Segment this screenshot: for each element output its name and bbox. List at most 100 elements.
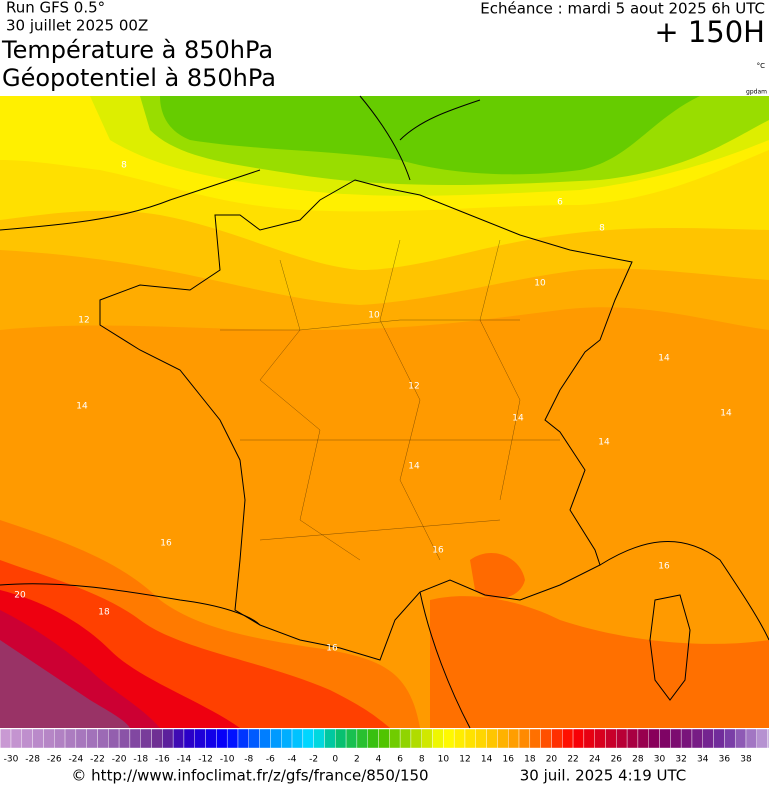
contour-label: 14 — [598, 438, 610, 448]
contour-label: 16 — [432, 546, 444, 556]
band-26 — [0, 640, 130, 728]
scale-cell — [97, 728, 109, 749]
scale-cell — [572, 728, 585, 749]
scale-cell — [486, 728, 498, 749]
scale-label: 30 — [654, 755, 666, 765]
contour-label: 16 — [658, 562, 670, 572]
scale-cell — [518, 728, 531, 749]
scale-cell — [637, 728, 649, 749]
scale-cell — [648, 728, 660, 749]
scale-cell — [21, 728, 33, 749]
scale-cell — [691, 728, 703, 749]
scale-cell — [75, 728, 87, 749]
scale-cell — [151, 728, 163, 749]
generated: 30 juil. 2025 4:19 UTC — [520, 767, 687, 785]
scale-cell — [226, 728, 239, 749]
contour-label: 12 — [78, 316, 89, 326]
scale-cell — [626, 728, 639, 749]
scale-cell — [724, 728, 736, 749]
scale-cell — [248, 728, 260, 749]
title: Température à 850hPa — [1, 36, 273, 64]
scale-cell — [464, 728, 476, 749]
scale-label: 8 — [419, 755, 425, 765]
boundaries — [0, 95, 769, 729]
scale-cell — [497, 728, 509, 749]
scale-cell — [118, 728, 131, 749]
scale-label: 32 — [675, 755, 686, 765]
scale-label: 0 — [332, 755, 338, 765]
scale-cell — [205, 728, 217, 749]
scale-label: 6 — [397, 755, 403, 765]
scale-label: -2 — [309, 755, 318, 765]
scale-cell — [399, 728, 412, 749]
scale-label: 12 — [459, 755, 470, 765]
contour-label: 8 — [599, 224, 605, 234]
scale-cell — [551, 728, 563, 749]
scale-cell — [583, 728, 595, 749]
contour-label: 10 — [368, 311, 380, 321]
scale-cell — [659, 728, 671, 749]
contour-label: 20 — [14, 591, 26, 601]
scale-cell — [335, 728, 347, 749]
scale-cell — [680, 728, 693, 749]
contour-label: 12 — [408, 382, 419, 392]
scale-cell — [389, 728, 401, 749]
scale-label: -4 — [288, 755, 297, 765]
scale-cell — [216, 728, 228, 749]
scale-label: 18 — [524, 755, 536, 765]
scale-cell — [713, 728, 725, 749]
contour-label: 14 — [408, 462, 420, 472]
scale-cell — [162, 728, 174, 749]
band-med — [430, 596, 769, 728]
lead-time: + 150H — [654, 15, 765, 49]
scale-cell — [562, 728, 574, 749]
scale-label: -10 — [220, 755, 235, 765]
contour-labels: 8 6 8 10 12 10 12 14 14 14 14 14 14 16 16 16 18 20 16 — [14, 161, 732, 654]
scale-label: 16 — [502, 755, 514, 765]
scale-cell — [54, 728, 66, 749]
scale-label: -22 — [90, 755, 105, 765]
departments — [220, 239, 560, 561]
scale-cell — [194, 728, 206, 749]
scale-cell — [172, 728, 185, 749]
scale-cell — [745, 728, 758, 749]
scale-label: 24 — [589, 755, 601, 765]
contour-label: 10 — [534, 279, 546, 289]
benelux-coast — [359, 95, 481, 181]
scale-cell — [767, 728, 769, 749]
scale-cell — [378, 728, 390, 749]
color-scale: -30 -28 -26 -24 -22 -20 -18 -16 -14 -12 -10 -8 -6 -4-… — [0, 728, 769, 765]
scale-label: -18 — [133, 755, 148, 765]
valid-time: Echéance : mardi 5 aout 2025 6h UTC — [480, 0, 765, 18]
scale-cell — [313, 728, 325, 749]
scale-label: 14 — [481, 755, 493, 765]
scale-cell — [702, 728, 714, 749]
scale-cell — [64, 728, 77, 749]
map: 8 6 8 10 12 10 12 14 14 14 14 14 14 16 16 16 18 20 16 — [0, 95, 769, 729]
scale-cell — [432, 728, 444, 749]
scale-label: 20 — [546, 755, 558, 765]
scale-label: -28 — [25, 755, 40, 765]
scale-label: -26 — [47, 755, 62, 765]
run-label: Run GFS 0.5° — [6, 0, 105, 17]
contour-label: 14 — [658, 354, 670, 364]
scale-cell — [734, 728, 747, 749]
subtitle: Géopotentiel à 850hPa — [2, 64, 276, 92]
unit: °C — [757, 62, 766, 70]
scale-cell — [756, 728, 768, 749]
scale-cell — [183, 728, 195, 749]
scale-label: 28 — [632, 755, 644, 765]
scale-cell — [345, 728, 358, 749]
scale-label: 10 — [438, 755, 450, 765]
scale-cell — [421, 728, 433, 749]
scale-cell — [367, 728, 379, 749]
scale-cell — [129, 728, 141, 749]
scale-cell — [270, 728, 282, 749]
scale-cell — [453, 728, 466, 749]
scale-label: 4 — [376, 755, 382, 765]
scale-label: 38 — [740, 755, 752, 765]
scale-cell — [540, 728, 552, 749]
scale-label: -24 — [69, 755, 84, 765]
scale-cell — [281, 728, 293, 749]
